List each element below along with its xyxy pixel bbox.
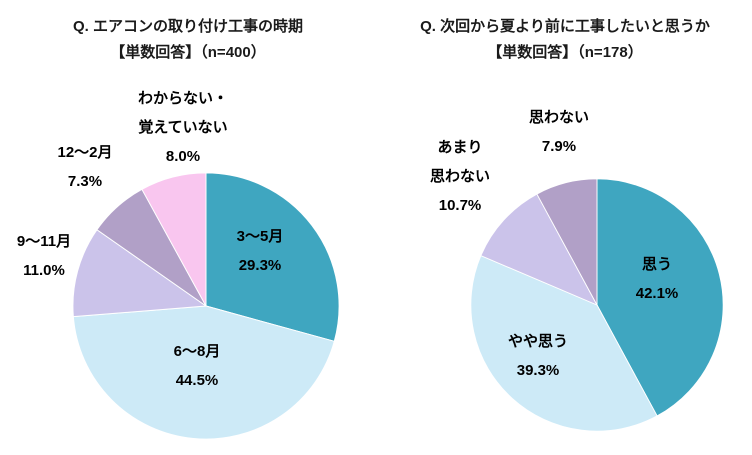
chart-title-intent-before-summer: Q. 次回から夏より前に工事したいと思うか 【単数回答】（n=178） <box>378 14 752 66</box>
pie-chart-intent-before-summer <box>470 178 724 432</box>
chart-title-line1: Q. 次回から夏より前に工事したいと思うか <box>420 18 710 35</box>
slice-label-text: 覚えていない <box>138 119 228 136</box>
slice-label-text: 3〜5月 <box>236 228 284 245</box>
slice-label-text: 6〜8月 <box>173 343 221 360</box>
slice-label-dec-feb: 12〜2月 7.3% <box>57 138 112 196</box>
slice-value-label: 11.0% <box>23 262 65 279</box>
pie-slice-0-2 <box>72 229 208 318</box>
slice-label-text: 思わない <box>528 109 590 126</box>
slice-label-omou: 思う 42.1% <box>636 250 679 308</box>
slice-label-text: 思う <box>641 256 673 273</box>
slice-value-label: 44.5% <box>175 372 219 389</box>
chart-title-line2: 【単数回答】（n=400） <box>110 44 266 61</box>
slice-label-omowanai: 思わない 7.9% <box>529 103 589 161</box>
slice-value-label: 8.0% <box>165 148 201 165</box>
pie-slice-0-1 <box>72 305 335 440</box>
slice-label-unknown: わからない・ 覚えていない 8.0% <box>138 84 228 171</box>
pie-chart-installation-period <box>72 172 340 440</box>
slice-label-text: わからない・ <box>137 90 229 107</box>
slice-label-text: 9〜11月 <box>16 233 72 250</box>
slice-label-text: 思わない <box>429 168 491 185</box>
slice-value-label: 29.3% <box>238 257 282 274</box>
pie-slice-1-3 <box>536 178 598 306</box>
slice-label-yaya-omou: やや思う 39.3% <box>508 327 568 385</box>
slice-value-label: 10.7% <box>438 197 482 214</box>
slice-label-sep-nov: 9〜11月 11.0% <box>17 227 71 285</box>
slice-value-label: 7.3% <box>67 173 103 190</box>
slice-label-amari-omowanai: あまり 思わない 10.7% <box>430 133 490 220</box>
slice-label-text: あまり <box>437 139 483 156</box>
pie-slice-0-0 <box>205 172 340 342</box>
pie-slice-1-2 <box>480 193 599 306</box>
chart-title-line2: 【単数回答】（n=178） <box>487 44 643 61</box>
pie-slice-0-4 <box>141 172 207 307</box>
slice-value-label: 39.3% <box>516 362 560 379</box>
chart-title-line1: Q. エアコンの取り付け工事の時期 <box>72 18 303 35</box>
slice-value-label: 7.9% <box>541 138 577 155</box>
slice-label-jun-aug: 6〜8月 44.5% <box>174 337 221 395</box>
pie-slice-1-0 <box>596 178 724 417</box>
slice-label-text: 12〜2月 <box>57 144 113 161</box>
slice-value-label: 42.1% <box>635 285 679 302</box>
slice-label-text: やや思う <box>507 333 569 350</box>
slice-label-mar-may: 3〜5月 29.3% <box>237 222 284 280</box>
pie-slice-1-1 <box>470 255 658 432</box>
chart-title-installation-period: Q. エアコンの取り付け工事の時期 【単数回答】（n=400） <box>0 14 376 66</box>
